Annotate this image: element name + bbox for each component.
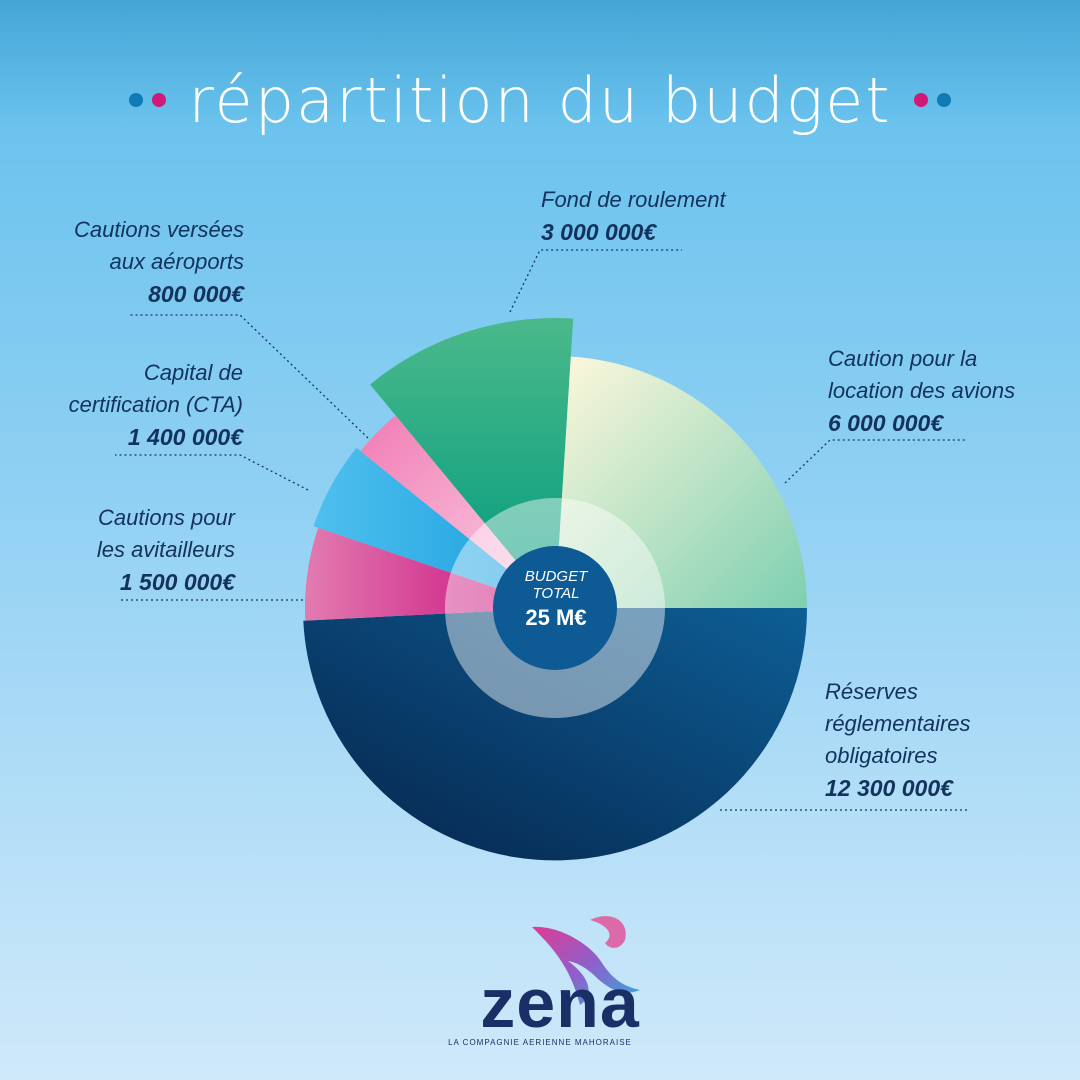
label-line: certification (CTA) xyxy=(68,392,243,417)
slice-reserves xyxy=(303,608,808,861)
label-reserves: Réserves réglementaires obligatoires 12 … xyxy=(825,676,971,804)
label-line: Caution pour la xyxy=(828,346,978,371)
slice-fond-roulement xyxy=(370,318,574,608)
logo-wordmark: zena xyxy=(480,964,640,1042)
center-label-line: BUDGET xyxy=(524,568,588,585)
label-line: Cautions pour xyxy=(98,505,235,530)
label-line: réglementaires xyxy=(825,711,971,736)
center-total: 25 M€ xyxy=(525,605,587,630)
title-dots-right xyxy=(913,93,951,107)
leader-lines xyxy=(115,249,968,811)
center-label-line: TOTAL xyxy=(532,585,580,602)
leader-aeroports xyxy=(130,314,369,439)
slice-aeroports xyxy=(360,415,555,608)
dot-pink xyxy=(913,93,928,107)
label-cta: Capital de certification (CTA) 1 400 000… xyxy=(20,357,243,453)
label-line: les avitailleurs xyxy=(96,537,235,562)
title-row: répartition du budget xyxy=(0,60,1080,140)
leader-location xyxy=(784,439,966,484)
label-value: 1 400 000€ xyxy=(127,424,243,450)
label-value: 800 000€ xyxy=(148,281,244,307)
label-line: Capital de xyxy=(143,360,243,385)
label-avitailleurs: Cautions pour les avitailleurs 1 500 000… xyxy=(40,502,235,598)
leader-fond xyxy=(509,249,682,313)
label-line: location des avions xyxy=(828,378,1016,403)
label-line: Cautions versées xyxy=(74,217,244,242)
label-location: Caution pour la location des avions 6 00… xyxy=(828,343,1015,439)
slice-cta xyxy=(313,447,555,608)
chart-title: répartition du budget xyxy=(188,63,892,137)
label-value: 1 500 000€ xyxy=(119,569,235,595)
center-label-text: BUDGET TOTAL xyxy=(486,568,626,602)
slice-location-avions xyxy=(555,356,807,608)
dot-blue xyxy=(129,93,144,107)
label-line: Fond de roulement xyxy=(541,187,726,212)
title-dots-left xyxy=(129,93,167,107)
zena-bird-logo xyxy=(532,916,640,1005)
label-aeroports: Cautions versées aux aéroports 800 000€ xyxy=(40,214,244,310)
slice-avitailleurs xyxy=(304,527,555,621)
label-value: 6 000 000€ xyxy=(828,410,944,436)
center-label: BUDGET TOTAL 25 M€ xyxy=(486,568,626,632)
leader-cta xyxy=(115,454,309,491)
label-value: 12 300 000€ xyxy=(825,775,953,801)
center-disc xyxy=(493,546,617,670)
pie-slices xyxy=(303,318,808,861)
label-line: obligatoires xyxy=(825,743,938,768)
logo-tagline: LA COMPAGNIE AERIENNE MAHORAISE xyxy=(448,1038,632,1047)
label-line: aux aéroports xyxy=(109,249,244,274)
label-line: Réserves xyxy=(825,679,918,704)
label-fond: Fond de roulement 3 000 000€ xyxy=(541,184,726,248)
dot-pink xyxy=(152,93,167,107)
label-value: 3 000 000€ xyxy=(541,219,657,245)
dot-blue xyxy=(936,93,951,107)
